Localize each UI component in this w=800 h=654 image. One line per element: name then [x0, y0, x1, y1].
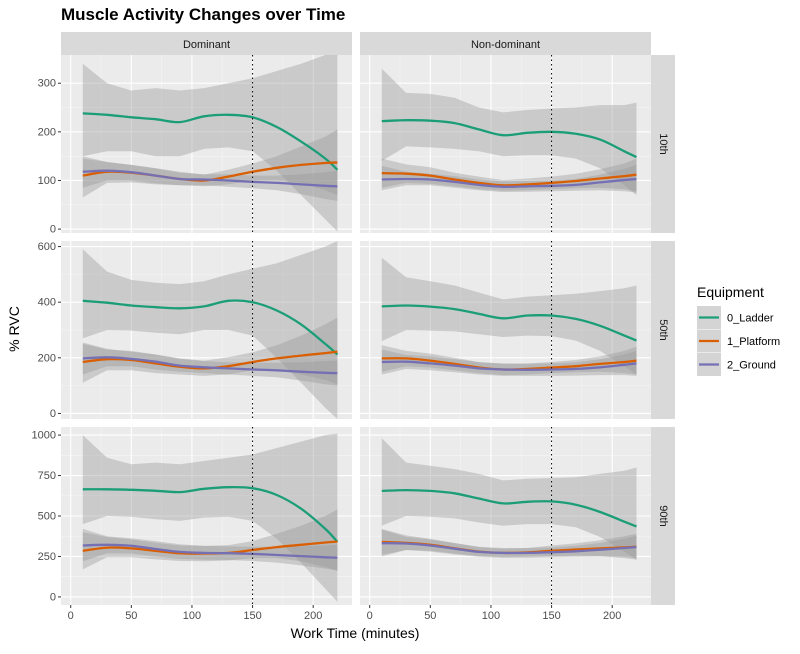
x-tick-label: 50: [424, 610, 436, 622]
x-tick-label: 200: [603, 610, 621, 622]
series-line-0_Ladder: [381, 304, 637, 342]
series-line-2_Ground: [82, 169, 338, 188]
confidence-band-0_Ladder: [381, 438, 637, 560]
facet-strip-label: 10th: [657, 133, 669, 154]
y-tick-label: 250: [38, 551, 56, 563]
confidence-band-1_Platform: [82, 129, 338, 198]
facet-strip-col: [360, 32, 651, 55]
confidence-band-0_Ladder: [381, 257, 637, 375]
x-tick-label: 100: [482, 610, 500, 622]
x-tick-label: 200: [304, 610, 322, 622]
facet-strip-label: Dominant: [183, 39, 230, 51]
panel-background: [360, 55, 651, 233]
y-axis-label: % RVC: [6, 306, 22, 352]
panel-series-group: [82, 241, 339, 419]
confidence-band-1_Platform: [82, 317, 338, 385]
legend-label: 0_Ladder: [727, 313, 774, 325]
chart-title: Muscle Activity Changes over Time: [61, 5, 345, 24]
y-tick-label: 750: [38, 470, 56, 482]
panel-series-group: [381, 257, 637, 376]
legend-label: 1_Platform: [727, 336, 780, 348]
facet-strip-row: [651, 55, 675, 233]
y-tick-label: 100: [38, 175, 56, 187]
series-line-2_Ground: [381, 177, 637, 188]
series-line-0_Ladder: [82, 485, 339, 543]
panel-series-group: [381, 438, 637, 560]
confidence-band-0_Ladder: [82, 241, 338, 419]
x-tick-label: 150: [542, 610, 560, 622]
facet-strip-row: [651, 241, 675, 419]
y-tick-label: 600: [38, 241, 56, 253]
legend-title: Equipment: [697, 284, 764, 300]
y-tick-label: 1000: [32, 430, 56, 442]
y-tick-label: 500: [38, 511, 56, 523]
y-tick-label: 0: [50, 591, 56, 603]
confidence-band-2_Ground: [82, 342, 338, 386]
x-axis-label: Work Time (minutes): [291, 625, 420, 641]
panels-layer: Dominant Non-dominant 10th 50th 90th 0 100 200 3…: [32, 32, 675, 622]
confidence-band-1_Platform: [381, 345, 637, 376]
y-tick-label: 200: [38, 352, 56, 364]
confidence-band-0_Ladder: [82, 55, 338, 232]
facet-strip-col: [61, 32, 352, 55]
confidence-band-0_Ladder: [82, 433, 338, 602]
y-tick-label: 400: [38, 297, 56, 309]
y-tick-label: 200: [38, 126, 56, 138]
series-line-1_Platform: [381, 172, 637, 187]
series-line-0_Ladder: [82, 112, 339, 171]
x-tick-label: 150: [243, 610, 261, 622]
panel-series-group: [82, 433, 339, 602]
confidence-band-1_Platform: [381, 158, 637, 192]
legend: 0_Ladder 1_Platform 2_Ground: [697, 306, 780, 376]
facet-strip-row: [651, 427, 675, 605]
x-tick-label: 100: [183, 610, 201, 622]
series-line-2_Ground: [381, 360, 637, 371]
x-tick-label: 50: [125, 610, 137, 622]
y-tick-label: 0: [50, 224, 56, 236]
series-line-0_Ladder: [82, 299, 339, 356]
confidence-band-0_Ladder: [381, 68, 637, 196]
panel-series-group: [82, 55, 339, 232]
series-line-0_Ladder: [381, 119, 637, 159]
series-line-2_Ground: [381, 542, 637, 555]
series-line-0_Ladder: [381, 488, 637, 528]
series-line-2_Ground: [82, 543, 338, 559]
panel-series-group: [381, 68, 637, 196]
series-line-2_Ground: [82, 356, 338, 375]
y-tick-label: 0: [50, 408, 56, 420]
facet-strip-label: 50th: [657, 319, 669, 340]
x-tick-label: 0: [367, 610, 373, 622]
legend-label: 2_Ground: [727, 360, 776, 372]
confidence-band-2_Ground: [82, 528, 338, 571]
facet-strip-label: Non-dominant: [471, 39, 540, 51]
facet-strip-label: 90th: [657, 505, 669, 526]
x-tick-label: 0: [68, 610, 74, 622]
y-tick-label: 300: [38, 78, 56, 90]
